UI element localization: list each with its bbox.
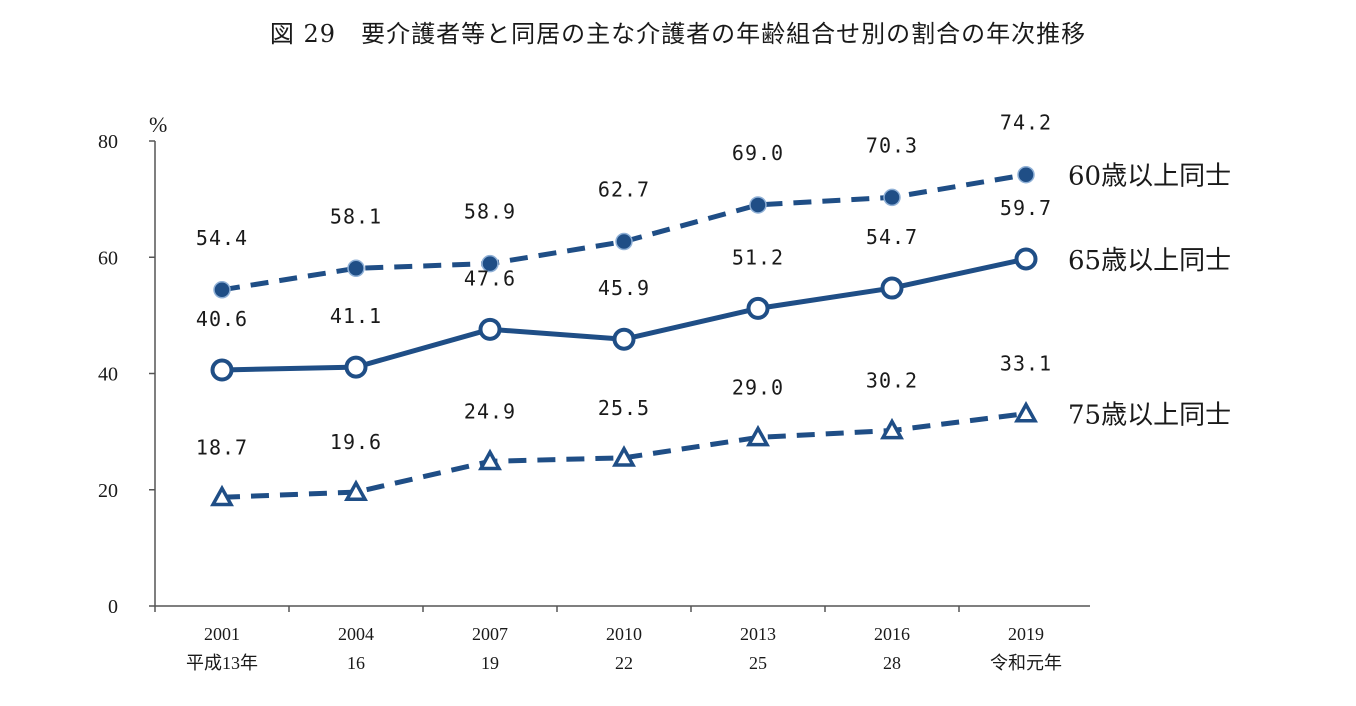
- data-label: 24.9: [464, 399, 516, 423]
- x-tick-label-year: 2001: [204, 624, 240, 644]
- data-point-marker: [749, 196, 767, 214]
- data-label: 54.4: [196, 226, 248, 250]
- y-tick-label: 80: [98, 131, 118, 153]
- data-point-marker: [347, 259, 365, 278]
- x-tick-label-year: 2007: [472, 624, 508, 644]
- data-point-marker: [880, 417, 904, 440]
- series-name-label: 65歳以上同士: [1068, 246, 1231, 276]
- data-labels: 54.4 58.1 58.9 62.7 69.0 70.3 74.2 60歳以上同士 40.6 4…: [196, 111, 1231, 460]
- x-tick-label-era: 25: [749, 653, 767, 673]
- data-point-marker: [478, 448, 502, 471]
- data-point-marker: [1017, 165, 1035, 184]
- data-label: 41.1: [330, 304, 382, 328]
- data-point-marker: [1014, 401, 1038, 423]
- data-label: 25.5: [598, 396, 650, 420]
- data-label: 40.6: [196, 307, 248, 331]
- x-tick-label-era: 平成13年: [186, 653, 258, 673]
- data-point-marker: [478, 317, 502, 341]
- x-tick-label-year: 2004: [338, 624, 374, 644]
- x-tick-label-era: 令和元年: [990, 653, 1062, 673]
- y-tick-label: 60: [98, 247, 118, 269]
- x-tick-label-era: 22: [615, 653, 633, 673]
- y-tick-label: 40: [98, 364, 118, 386]
- data-point-marker: [210, 358, 234, 382]
- data-point-marker: [612, 327, 636, 351]
- data-point-marker: [746, 296, 770, 320]
- series-name-label: 60歳以上同士: [1068, 162, 1231, 192]
- data-point-marker: [481, 254, 499, 273]
- y-tick-label: 20: [98, 480, 118, 502]
- data-label: 19.6: [330, 430, 382, 454]
- data-label: 30.2: [866, 368, 918, 392]
- axes: 0 20 40 60 80% 2001 平成13年 2004 16 2007 19 2010 22 201…: [98, 112, 1090, 673]
- y-axis-unit: %: [149, 112, 167, 137]
- data-point-marker: [746, 424, 770, 447]
- data-point-marker: [1014, 247, 1038, 271]
- x-tick-label-year: 2013: [740, 624, 776, 644]
- x-tick-label-era: 19: [481, 653, 499, 673]
- series-name-label: 75歳以上同士: [1068, 401, 1231, 431]
- data-label: 69.0: [732, 141, 784, 165]
- data-point-marker: [210, 484, 234, 507]
- chart-title: 図 29 要介護者等と同居の主な介護者の年齢組合せ別の割合の年次推移: [269, 20, 1087, 48]
- data-label: 18.7: [196, 435, 248, 459]
- data-point-marker: [344, 355, 368, 379]
- data-label: 29.0: [732, 375, 784, 399]
- data-point-marker: [883, 188, 901, 207]
- data-point-marker: [344, 479, 368, 502]
- data-point-marker: [880, 276, 904, 300]
- y-tick-label: 0: [108, 596, 118, 618]
- x-tick-label-year: 2010: [606, 624, 642, 644]
- x-tick-label-era: 16: [347, 653, 365, 673]
- x-tick-label-era: 28: [883, 653, 901, 673]
- data-label: 70.3: [866, 133, 918, 157]
- data-label: 74.2: [1000, 111, 1052, 135]
- data-label: 58.9: [464, 200, 516, 224]
- data-point-marker: [612, 445, 636, 467]
- data-label: 45.9: [598, 276, 650, 300]
- series-markers: [210, 165, 1038, 507]
- data-label: 33.1: [1000, 352, 1052, 376]
- x-tick-label-year: 2016: [874, 624, 910, 644]
- data-label: 51.2: [732, 245, 784, 269]
- data-point-marker: [213, 281, 231, 299]
- data-point-marker: [615, 232, 633, 251]
- data-label: 47.6: [464, 266, 516, 290]
- data-label: 62.7: [598, 178, 650, 202]
- data-label: 59.7: [1000, 196, 1052, 220]
- data-label: 58.1: [330, 204, 382, 228]
- data-label: 54.7: [866, 225, 918, 249]
- x-tick-label-year: 2019: [1008, 624, 1044, 644]
